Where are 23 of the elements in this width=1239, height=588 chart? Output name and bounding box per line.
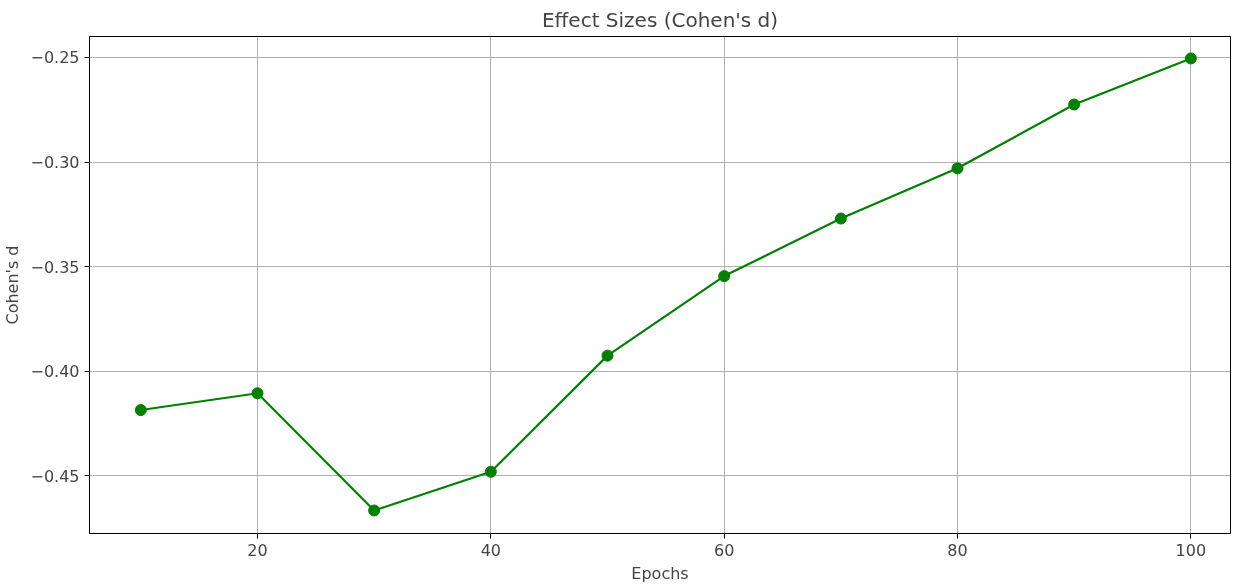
y-axis-title: Cohen's d: [3, 245, 23, 325]
y-tick-label: −0.35: [30, 257, 80, 277]
chart-title: Effect Sizes (Cohen's d): [541, 7, 779, 32]
x-tick-label: 100: [1175, 540, 1207, 560]
y-tick-label: −0.30: [30, 153, 80, 173]
y-tick-label: −0.40: [30, 362, 80, 382]
point: [134, 404, 147, 417]
point: [601, 349, 614, 362]
point: [368, 504, 381, 517]
point: [834, 212, 847, 225]
point: [951, 162, 964, 175]
point: [1068, 98, 1081, 111]
x-tick-label: 60: [713, 540, 735, 560]
point: [718, 270, 731, 283]
x-tick-label: 80: [947, 540, 968, 560]
x-axis-title: Epochs: [631, 563, 689, 583]
y-tick-label: −0.25: [30, 48, 80, 68]
y-tick-label: −0.45: [30, 466, 80, 486]
point: [484, 465, 497, 478]
x-tick-label: 40: [480, 540, 502, 560]
point: [251, 387, 264, 400]
x-tick-label: 20: [247, 540, 268, 560]
point: [1184, 52, 1197, 65]
